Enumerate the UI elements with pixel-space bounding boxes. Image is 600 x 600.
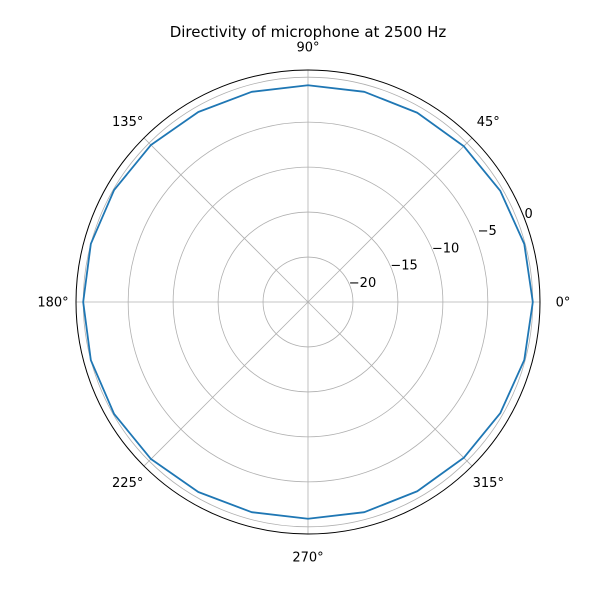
series-line-0 [82,84,534,520]
grid-layer [76,70,540,534]
theta-gridline-315 [307,301,473,467]
r-gridline--10 [172,166,444,438]
theta-gridline-225 [143,301,309,467]
chart-title: Directivity of microphone at 2500 Hz [170,23,447,41]
theta-tick-label: 270° [292,551,323,566]
series-layer [82,84,534,520]
r-gridline--5 [127,121,489,483]
label-layer: 0° 45° 90° 135° 180° 225° 270° 315° −20 −15 −10 −5 0 [37,41,570,566]
r-gridline--20 [262,256,354,348]
theta-tick-label: 180° [37,296,68,311]
r-tick-label: −15 [390,259,417,274]
theta-tick-label: 135° [112,115,143,130]
theta-tick-label: 45° [477,115,500,130]
theta-tick-label: 315° [473,476,504,491]
theta-tick-label: 90° [296,41,319,56]
r-tick-label: −10 [432,241,459,256]
theta-gridline-135 [143,137,309,303]
r-tick-label: −5 [478,224,497,239]
r-gridline--15 [217,211,399,393]
r-tick-label: −20 [349,276,376,291]
theta-tick-label: 225° [112,476,143,491]
r-tick-label: 0 [525,207,533,222]
outer-spine [75,69,541,535]
theta-tick-label: 0° [556,296,571,311]
theta-gridline-45 [307,137,473,303]
